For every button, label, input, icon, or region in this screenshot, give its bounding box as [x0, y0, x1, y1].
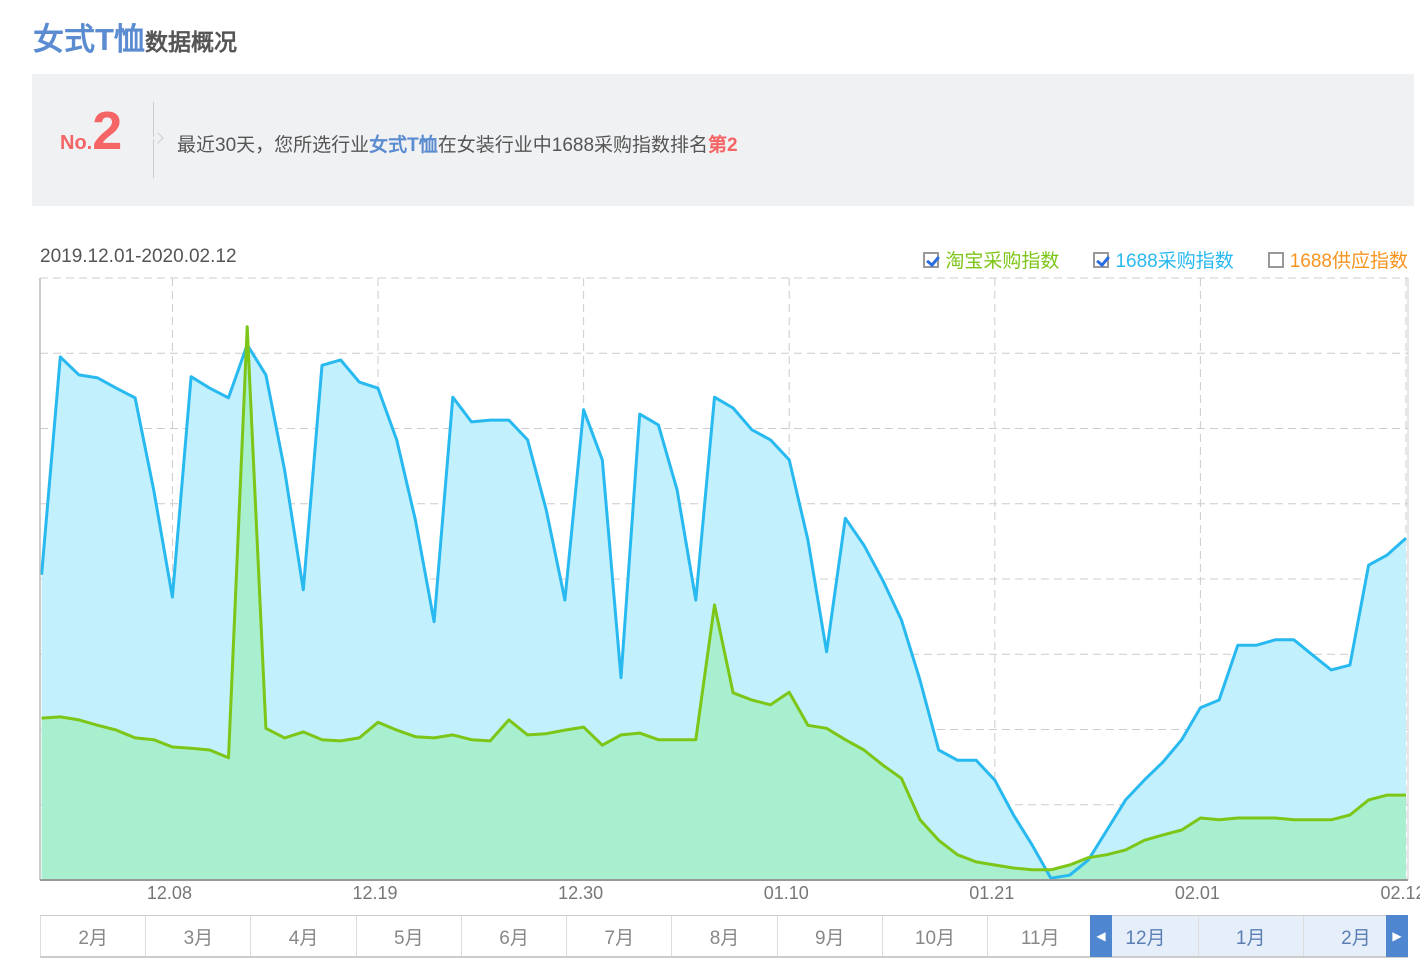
chart-legend: 淘宝采购指数 1688采购指数 1688供应指数 — [923, 246, 1408, 273]
rank-text-before: 最近30天，您所选行业 — [177, 135, 370, 156]
legend-label: 1688供应指数 — [1289, 251, 1408, 272]
checkbox-checked-icon[interactable] — [923, 251, 940, 268]
x-tick-label: 12.08 — [147, 883, 192, 903]
x-tick-label: 01.21 — [969, 883, 1014, 903]
slider-month-cell[interactable]: 5月 — [355, 916, 461, 956]
slider-month-cell[interactable]: 7月 — [566, 916, 671, 956]
legend-1688-purchase[interactable]: 1688采购指数 — [1093, 246, 1234, 273]
checkbox-checked-icon[interactable] — [1093, 251, 1110, 268]
x-tick-label: 12.19 — [353, 883, 398, 903]
legend-label: 淘宝采购指数 — [945, 251, 1060, 272]
slider-month-cell[interactable]: 1月 — [1197, 916, 1303, 956]
title-suffix: 数据概况 — [144, 29, 237, 55]
rank-text-middle: 在女装行业中1688采购指数排名 — [437, 135, 709, 156]
x-tick-label: 02.01 — [1175, 883, 1220, 903]
rank-value: 第2 — [708, 135, 738, 156]
category-name: 女式T恤 — [33, 22, 145, 57]
rank-description: 最近30天，您所选行业女式T恤在女装行业中1688采购指数排名第2 — [177, 130, 738, 157]
rank-prefix: No. — [60, 132, 93, 154]
rank-number: 2 — [92, 101, 123, 161]
slider-month-cell[interactable]: 8月 — [671, 916, 776, 956]
slider-left-handle[interactable]: ◀ — [1090, 915, 1112, 957]
slider-month-cell[interactable]: 3月 — [145, 916, 250, 956]
slider-month-cell[interactable]: 11月 — [987, 916, 1092, 956]
date-range: 2019.12.01-2020.02.12 — [40, 246, 237, 267]
rank-banner — [32, 74, 1414, 206]
x-tick-label: 12.30 — [558, 883, 603, 903]
month-range-slider[interactable]: 2月 3月 4月 5月 6月 7月 8月 9月 10月 11月 12月 1月 2月 — [40, 915, 1409, 958]
x-tick-label: 02.12 — [1380, 883, 1420, 903]
legend-taobao[interactable]: 淘宝采购指数 — [923, 246, 1059, 273]
series-area-1 — [41, 326, 1407, 880]
slider-month-cell[interactable]: 10月 — [881, 916, 987, 956]
x-tick-label: 01.10 — [764, 883, 809, 903]
rank-badge: No.2 — [60, 100, 122, 162]
legend-label: 1688采购指数 — [1115, 251, 1234, 272]
legend-1688-supply[interactable]: 1688供应指数 — [1267, 246, 1408, 273]
slider-month-cell[interactable]: 9月 — [776, 916, 882, 956]
series-line-1 — [41, 325, 1406, 872]
slider-month-cell[interactable]: 6月 — [460, 916, 566, 956]
slider-month-cell[interactable]: 4月 — [250, 916, 355, 956]
slider-month-cell[interactable]: 2月 — [40, 916, 145, 956]
checkbox-unchecked-icon[interactable] — [1267, 251, 1284, 268]
slider-right-handle[interactable]: ▶ — [1386, 915, 1408, 957]
page-title: 女式T恤数据概况 — [33, 14, 237, 59]
rank-category: 女式T恤 — [369, 135, 438, 156]
series-line-0 — [40, 343, 1408, 880]
